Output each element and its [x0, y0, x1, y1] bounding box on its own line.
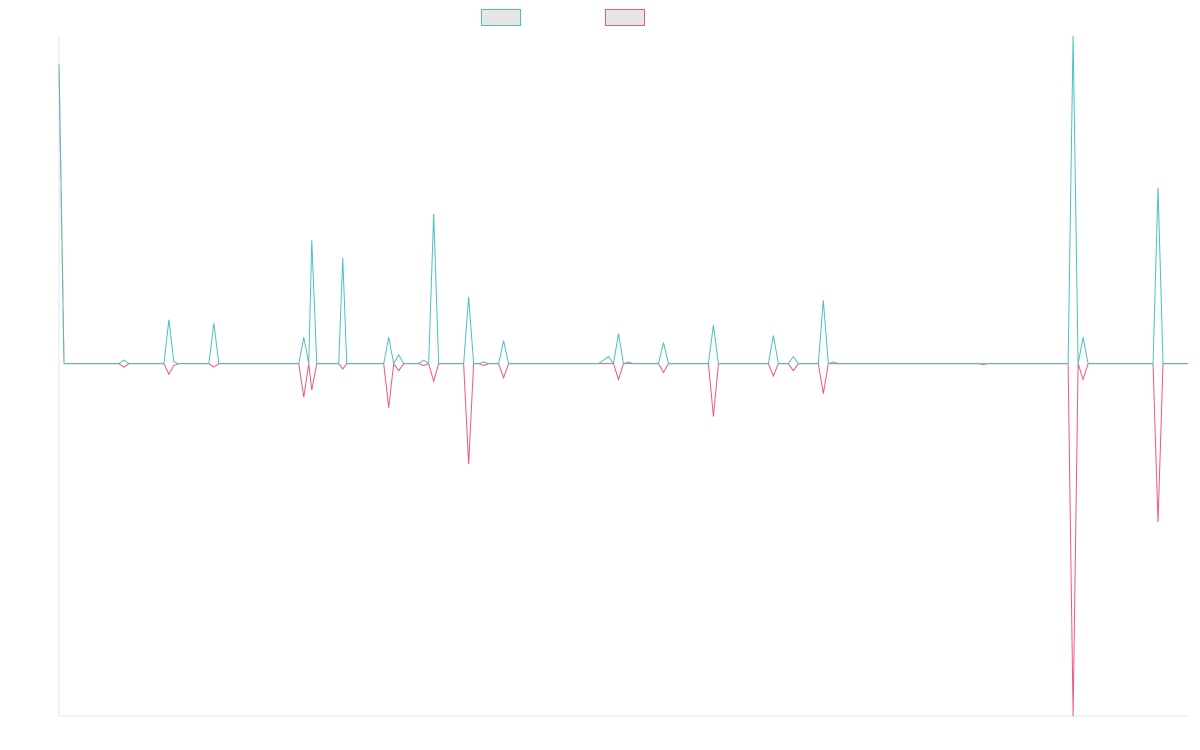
series-line-2 — [58, 64, 1188, 717]
legend-swatch-2[interactable] — [605, 9, 645, 26]
legend — [481, 9, 645, 26]
series-line-1 — [58, 35, 1188, 366]
legend-swatch-1[interactable] — [481, 9, 521, 26]
series-layer — [58, 35, 1188, 717]
axes — [58, 36, 1188, 717]
